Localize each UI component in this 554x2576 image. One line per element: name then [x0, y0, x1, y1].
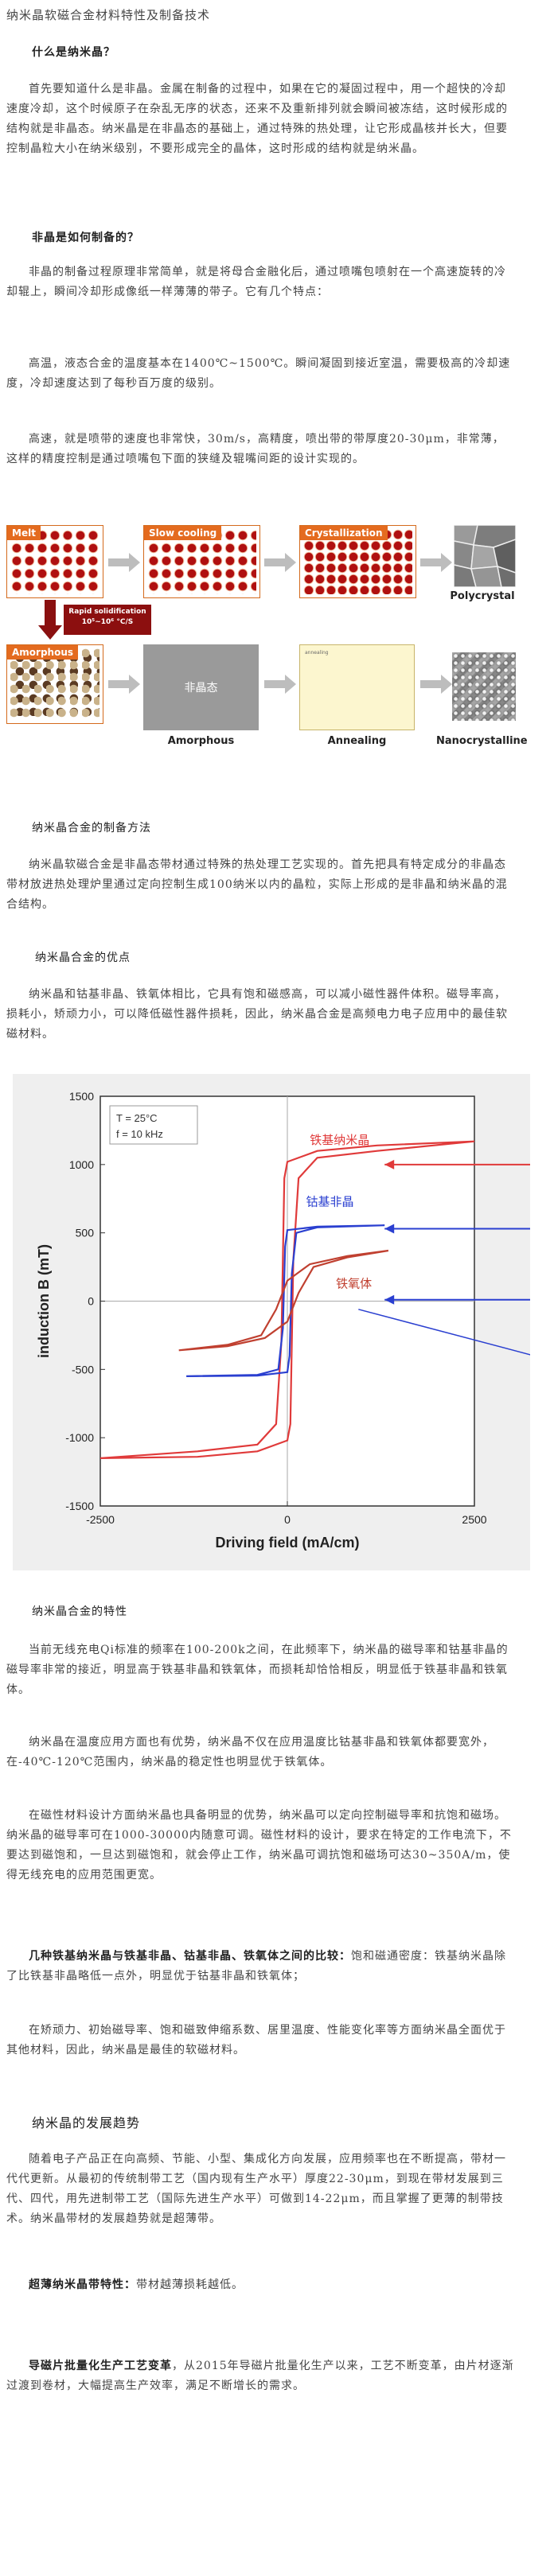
y-tick-label: -1000	[65, 1431, 94, 1444]
process-diagram: Melt Slow cooling Crystallization Polycr…	[6, 525, 528, 756]
crystallization-label: Crystallization	[300, 526, 388, 540]
series-line-1	[186, 1224, 385, 1377]
ultrathin-text: 带材越薄损耗越低。	[136, 2278, 244, 2291]
paragraph: 纳米晶在温度应用方面也有优势，纳米晶不仅在应用温度比钴基非晶和铁氧体都要宽外，在…	[6, 1736, 494, 1769]
y-tick-label: 1500	[69, 1090, 94, 1103]
amorphous-caption: Amorphous	[167, 735, 235, 747]
crystallization-box: Crystallization	[299, 525, 416, 598]
paragraph: 随着电子产品正在向高频、节能、小型、集成化方向发展，应用频率也在不断提高，带材一…	[6, 2153, 506, 2225]
x-tick-label: -2500	[86, 1513, 115, 1526]
nanocrystalline-caption: Nanocrystalline	[436, 735, 528, 747]
series-label: 铁氧体	[336, 1276, 372, 1290]
right-arrow-icon	[264, 553, 296, 575]
section-heading: 非晶是如何制备的？	[32, 232, 139, 244]
annealing-caption: Annealing	[327, 735, 387, 747]
section-heading: 纳米晶合金的优点	[35, 951, 131, 964]
section-heading: 纳米晶的发展趋势	[32, 2115, 141, 2130]
amorphous-state-box: 非晶态	[143, 644, 259, 730]
y-tick-label: -1500	[65, 1500, 94, 1512]
paragraph: 纳米晶和钴基非晶、铁氧体相比，它具有饱和磁感高，可以减小磁性器件体积。磁导率高，…	[6, 988, 508, 1041]
nanocrystalline-image	[452, 652, 516, 721]
comparison-text: 饱和磁通密度：铁基纳米晶除了比铁基非晶略低一点外，明显优于钴基非晶和铁氧体；	[6, 1950, 506, 1983]
section-heading: 什么是纳米晶？	[32, 46, 115, 59]
comparison-lead: 几种铁基纳米晶与铁基非晶、钴基非晶、铁氧体之间的比较：	[29, 1950, 351, 1963]
process-text: ，从2015年导磁片批量化生产以来，工艺不断变革，由片材逐渐过渡到卷材，大幅提高…	[6, 2360, 514, 2392]
paragraph: 纳米晶软磁合金是非晶态带材通过特殊的热处理工艺实现的。首先把具有特定成分的非晶态…	[6, 858, 508, 911]
slow-cooling-label: Slow cooling	[144, 526, 222, 540]
amorphous-state-label: 非晶态	[184, 682, 218, 695]
annealing-inner-label: annealing	[305, 650, 329, 656]
pointer-arrow-icon	[384, 1224, 395, 1234]
annotation-text: T = 25°C	[116, 1112, 158, 1124]
bh-loop-svg: -1500 -1000 -500 0 500 1000 1500 -2500 0 2500 Driv…	[36, 1090, 537, 1551]
right-arrow-icon	[108, 553, 140, 575]
paragraph: 在矫顽力、初始磁导率、饱和磁致伸缩系数、居里温度、性能变化率等方面纳米晶全面优于…	[6, 2024, 506, 2057]
section-heading: 纳米晶合金的特性	[32, 1605, 127, 1618]
x-tick-label: 2500	[462, 1513, 486, 1526]
melt-label: Melt	[7, 526, 41, 540]
paragraph: 在磁性材料设计方面纳米晶也具备明显的优势，纳米晶可以定向控制磁导率和抗饱和磁场。…	[6, 1809, 512, 1881]
y-tick-label: -500	[72, 1363, 94, 1376]
series-line-0	[99, 1140, 475, 1459]
series-label: 铁基纳米晶	[310, 1133, 369, 1147]
polycrystal-image	[454, 525, 516, 587]
rapid-rate-label: 10⁵~10⁶ °C/S	[81, 618, 134, 626]
y-tick-label: 0	[88, 1295, 94, 1308]
annotation-text: f = 10 kHz	[116, 1128, 163, 1140]
amorphous-atoms	[10, 648, 99, 720]
rapid-solidification-label: Rapid solidification	[68, 608, 146, 616]
series-line-2	[178, 1249, 389, 1352]
annotation-box	[109, 1105, 198, 1145]
polycrystal-caption: Polycrystal	[450, 590, 515, 602]
amorphous-label: Amorphous	[7, 645, 79, 660]
pointer-line	[358, 1309, 535, 1356]
paragraph: 当前无线充电Qi标准的频率在100-200k之间，在此频率下，纳米晶的磁导率和钴…	[6, 1644, 509, 1696]
paragraph: 高速，就是喷带的速度也非常快，30m/s，高精度，喷出带的带厚度20-30μm，…	[6, 433, 505, 465]
paragraph: 高温，液态合金的温度基本在1400℃~1500℃。瞬间凝固到接近室温，需要极高的…	[6, 357, 511, 390]
y-tick-label: 1000	[69, 1158, 94, 1171]
right-arrow-icon	[264, 675, 296, 697]
bh-loop-chart: -1500 -1000 -500 0 500 1000 1500 -2500 0 2500 Driv…	[13, 1074, 537, 1570]
x-tick-label: 0	[284, 1513, 291, 1526]
down-arrow-icon	[38, 600, 62, 643]
paragraph: 首先要知道什么是非晶。金属在制备的过程中，如果在它的凝固过程中，用一个超快的冷却…	[6, 83, 508, 155]
right-arrow-icon	[420, 675, 452, 697]
amorphous-box: Amorphous	[6, 644, 103, 724]
paragraph: 非晶的制备过程原理非常简单，就是将母合金融化后，通过喷嘴包喷射在一个高速旋转的冷…	[6, 266, 506, 298]
right-arrow-icon	[108, 675, 140, 697]
pointer-arrow-icon	[384, 1159, 395, 1169]
slow-cooling-box: Slow cooling	[143, 525, 260, 598]
paragraph: 几种铁基纳米晶与铁基非晶、钴基非晶、铁氧体之间的比较：饱和磁通密度：铁基纳米晶除…	[6, 1947, 516, 1986]
rapid-solidification-box: Rapid solidification 10⁵~10⁶ °C/S	[64, 605, 151, 635]
process-lead: 导磁片批量化生产工艺变革	[29, 2360, 172, 2372]
ultrathin-lead: 超薄纳米晶带特性：	[29, 2278, 136, 2291]
section-heading: 纳米晶合金的制备方法	[32, 822, 151, 835]
pointer-arrow-icon	[384, 1294, 395, 1305]
y-tick-label: 500	[76, 1227, 95, 1239]
x-axis-label: Driving field (mA/cm)	[215, 1535, 359, 1551]
paragraph: 超薄纳米晶带特性：带材越薄损耗越低。	[6, 2275, 516, 2295]
series-label: 钴基非晶	[306, 1194, 354, 1208]
right-arrow-icon	[420, 553, 452, 575]
melt-box: Melt	[6, 525, 103, 598]
annealing-box: annealing	[299, 644, 415, 730]
page-title: 纳米晶软磁合金材料特性及制备技术	[6, 8, 211, 22]
paragraph: 导磁片批量化生产工艺变革，从2015年导磁片批量化生产以来，工艺不断变革，由片材…	[6, 2356, 516, 2396]
y-axis-label: induction B (mT)	[36, 1244, 52, 1358]
